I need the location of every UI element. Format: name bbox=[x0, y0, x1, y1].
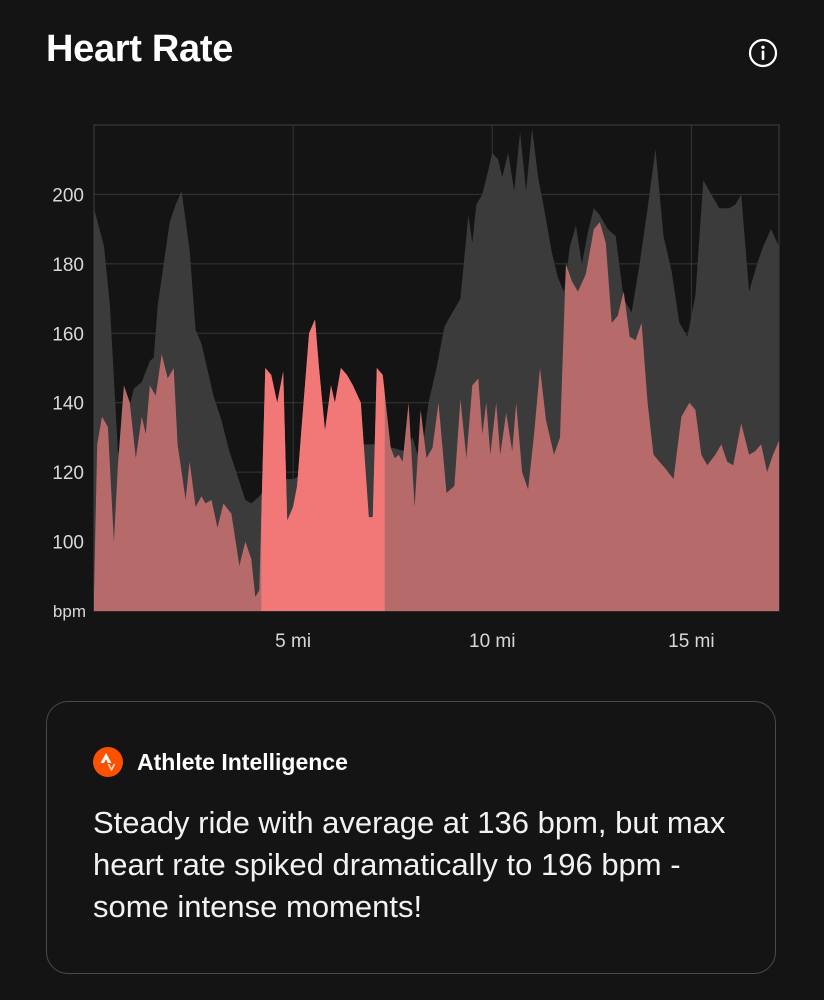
info-icon[interactable] bbox=[748, 38, 778, 68]
x-tick-label: 10 mi bbox=[469, 631, 515, 652]
heart-rate-chart: 200 180 160 140 120 100 bpm 5 mi 10 mi 15 mi bbox=[52, 124, 780, 652]
y-tick-label: 140 bbox=[52, 394, 84, 415]
ai-summary-text: Steady ride with average at 136 bpm, but… bbox=[93, 805, 726, 924]
heart-rate-highlight-area bbox=[261, 319, 385, 611]
y-tick-label: 180 bbox=[52, 255, 84, 276]
y-tick-label: 160 bbox=[52, 324, 84, 345]
x-tick-label: 15 mi bbox=[668, 631, 714, 652]
ai-card-title: Athlete Intelligence bbox=[137, 748, 348, 775]
y-axis-label: bpm bbox=[53, 602, 86, 621]
athlete-intelligence-card: Athlete Intelligence Steady ride with av… bbox=[46, 701, 776, 974]
strava-logo-icon bbox=[93, 747, 123, 777]
y-tick-label: 200 bbox=[52, 185, 84, 206]
page-title: Heart Rate bbox=[46, 28, 234, 70]
y-tick-label: 120 bbox=[52, 463, 84, 484]
y-tick-label: 100 bbox=[52, 533, 84, 554]
x-tick-label: 5 mi bbox=[275, 631, 311, 652]
